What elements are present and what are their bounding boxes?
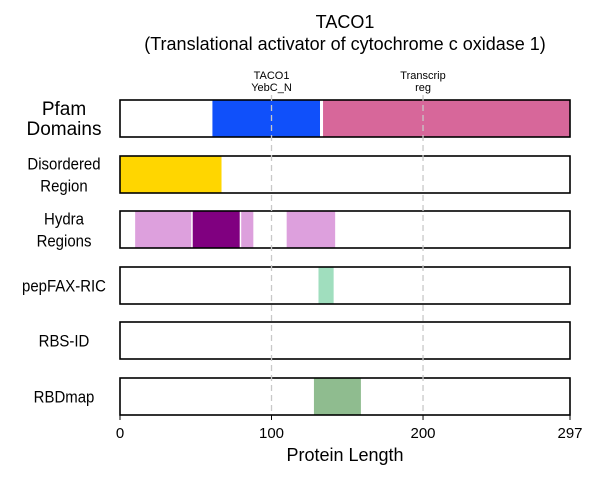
feature-segment <box>313 378 361 415</box>
chart-subtitle: (Translational activator of cytochrome c… <box>144 34 546 54</box>
track-row: pepFAX-RIC <box>22 266 571 305</box>
row-label: RBS-ID <box>39 333 90 351</box>
grid-lines <box>270 95 424 415</box>
feature-segment <box>135 211 192 248</box>
x-tick-label: 100 <box>259 425 284 442</box>
feature-segment <box>212 100 320 137</box>
chart-title: TACO1 <box>316 12 375 32</box>
x-tick-label: 0 <box>116 425 124 442</box>
domain-annotation: Transcrip <box>400 70 445 82</box>
track-row: Disordered Region <box>27 155 571 196</box>
row-label: Region <box>40 178 87 196</box>
track-frame <box>119 266 571 305</box>
feature-segment <box>323 100 570 137</box>
track-frame <box>119 155 571 194</box>
row-label: Regions <box>37 233 92 251</box>
track-row: Hydra Regions <box>37 210 571 251</box>
track-frame <box>119 99 571 138</box>
track-row: RBS-ID <box>39 321 571 360</box>
feature-segment <box>192 211 240 248</box>
row-label: Domains <box>27 119 102 140</box>
row-label: Hydra <box>44 211 84 229</box>
domain-annotation: TACO1 <box>254 70 290 82</box>
domain-annotation: YebC_N <box>251 82 292 94</box>
row-label: Disordered <box>27 156 100 174</box>
row-label: RBDmap <box>34 389 95 407</box>
feature-segment <box>241 211 254 248</box>
x-axis: 0 100 200 297 <box>116 414 583 442</box>
x-tick-label: 297 <box>557 425 582 442</box>
x-axis-label: Protein Length <box>286 445 403 465</box>
feature-segment <box>318 267 334 304</box>
track-frame <box>119 321 571 360</box>
track-frame <box>119 210 571 249</box>
x-tick-label: 200 <box>411 425 436 442</box>
feature-segment <box>286 211 336 248</box>
track-row: RBDmap <box>34 377 571 416</box>
row-label: pepFAX-RIC <box>22 278 106 296</box>
domain-annotation: reg <box>415 82 431 94</box>
feature-segment <box>120 156 222 193</box>
row-label: Pfam <box>42 99 86 120</box>
